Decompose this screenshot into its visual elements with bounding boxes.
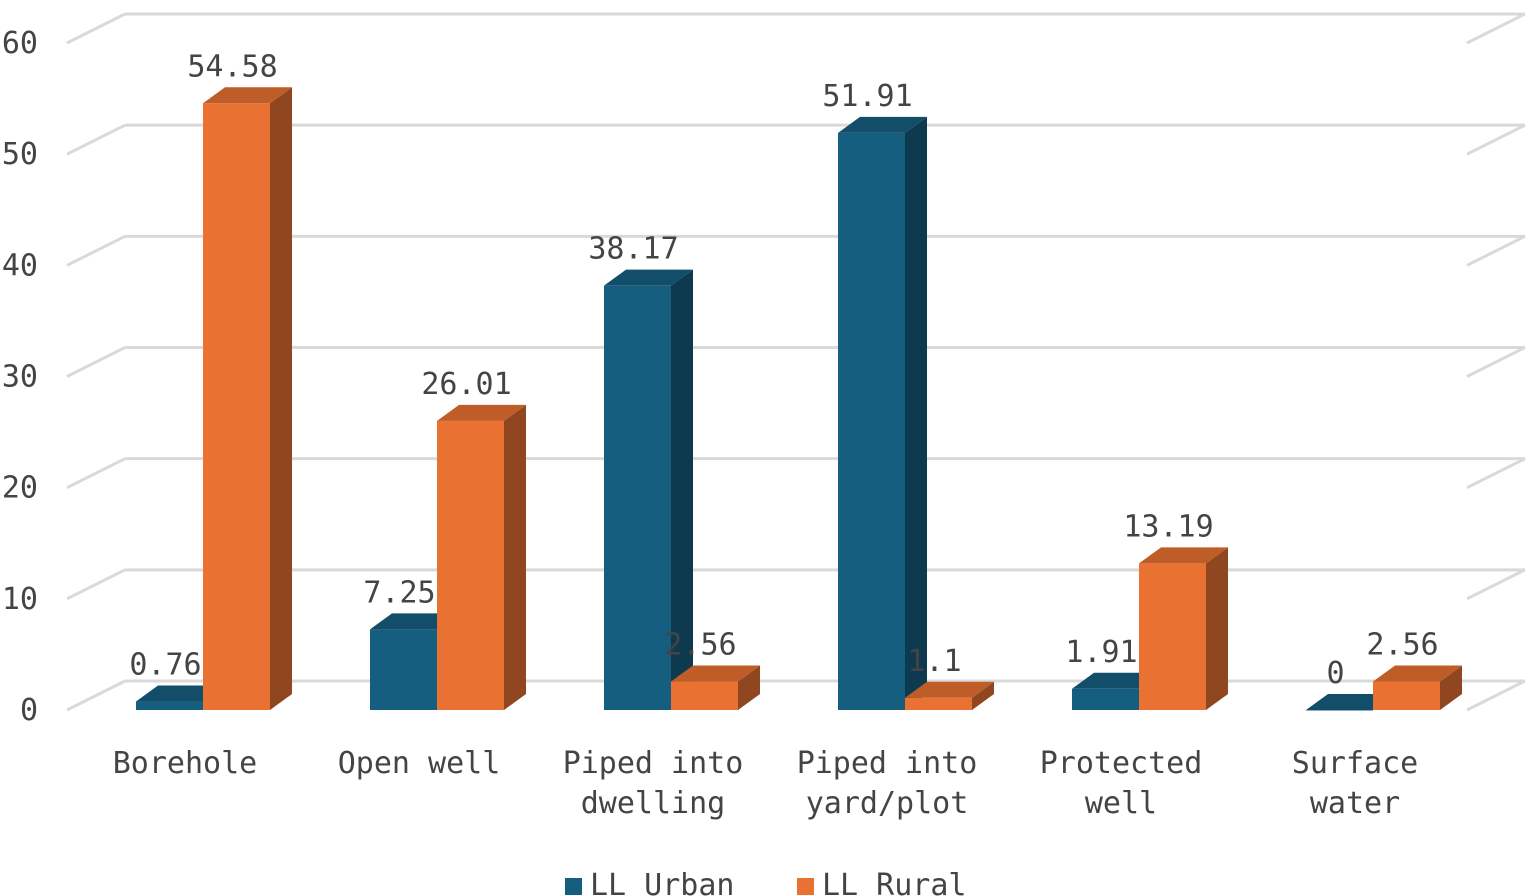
legend-label: LL Rural: [822, 868, 967, 896]
gridline-diagonal: [66, 346, 126, 378]
bar-front: [905, 697, 972, 710]
bar-side: [671, 269, 693, 710]
bar-rural-3: [905, 681, 994, 710]
bar-top: [1306, 694, 1395, 710]
bar-rural-5: [1373, 665, 1462, 710]
bar-front: [1072, 688, 1139, 710]
data-label: 0.76: [129, 648, 201, 683]
bar-side: [905, 116, 927, 710]
gridline-diagonal: [66, 12, 126, 45]
x-category-label: well: [1085, 786, 1157, 821]
data-label: 7.25: [363, 575, 435, 610]
bar-side: [504, 404, 526, 710]
bar-front: [437, 420, 504, 710]
x-category-label: Protected: [1040, 746, 1203, 781]
data-label: 1.1: [907, 644, 961, 679]
bar-top: [437, 404, 526, 421]
bar-top: [604, 269, 693, 286]
legend-swatch: [797, 878, 814, 895]
bar-side: [972, 681, 994, 710]
bar-rural-0: [203, 87, 292, 711]
gridline-right: [1466, 234, 1526, 267]
x-category-label: Surface: [1292, 746, 1418, 781]
bar-urban-3: [838, 116, 927, 710]
x-category-label: water: [1310, 786, 1400, 821]
bar-top: [1139, 547, 1228, 564]
gridline-right: [1466, 568, 1526, 601]
x-category-label: Open well: [338, 746, 501, 781]
y-tick-label: 60: [2, 26, 38, 61]
legend: LL Urban LL Rural: [565, 868, 967, 896]
bar-rural-4: [1139, 547, 1228, 710]
bar-front: [1139, 563, 1206, 710]
bar-side: [1440, 665, 1462, 710]
bar-front: [604, 285, 671, 710]
gridline-right: [1466, 12, 1526, 45]
bar-top: [905, 681, 994, 698]
bar-top: [136, 685, 225, 702]
bar-top: [671, 665, 760, 682]
bar-front: [1373, 681, 1440, 710]
data-label: 1.91: [1065, 635, 1137, 670]
bar-rural-1: [437, 404, 526, 710]
gridline-right: [1466, 346, 1526, 378]
bar-top: [370, 613, 459, 630]
bar-front: [1306, 710, 1373, 711]
bar-side: [1206, 547, 1228, 710]
gridline-diagonal: [66, 123, 126, 156]
x-category-label: Borehole: [113, 746, 258, 781]
gridline-diagonal: [66, 568, 126, 601]
data-label: 54.58: [187, 49, 277, 84]
x-category-label: Piped into: [563, 746, 744, 781]
y-tick-label: 50: [2, 137, 38, 172]
bar-front: [370, 629, 437, 710]
x-category-label: yard/plot: [806, 786, 969, 821]
bar-top: [838, 116, 927, 133]
data-label: 2.56: [664, 628, 736, 663]
data-label: 26.01: [421, 367, 511, 402]
bar-urban-2: [604, 269, 693, 710]
data-label: 13.19: [1123, 509, 1213, 544]
x-category-label: dwelling: [581, 786, 726, 821]
data-label: 51.91: [822, 79, 912, 114]
bar-top: [1373, 665, 1462, 682]
y-tick-label: 0: [20, 693, 38, 728]
legend-label: LL Urban: [590, 868, 735, 896]
y-tick-label: 30: [2, 360, 38, 395]
data-label: 0: [1326, 656, 1344, 691]
bar-front: [671, 681, 738, 710]
y-tick-label: 20: [2, 471, 38, 506]
bar-top: [1072, 672, 1161, 689]
bar-urban-5: [1306, 694, 1395, 711]
bar-side: [738, 665, 760, 710]
data-label: 2.56: [1366, 628, 1438, 663]
bar-front: [203, 103, 270, 711]
data-label: 38.17: [588, 232, 678, 267]
x-category-label: Piped into: [797, 746, 978, 781]
bar-side: [270, 87, 292, 711]
gridline-diagonal: [66, 234, 126, 267]
gridline-right: [1466, 123, 1526, 156]
gridline-right: [1466, 679, 1526, 712]
bar-front: [838, 132, 905, 710]
bar-top: [203, 87, 292, 104]
x-axis-categories: Borehole Open well Piped into dwelling Piped…: [113, 746, 1418, 821]
y-tick-label: 10: [2, 582, 38, 617]
gridline-diagonal: [66, 679, 126, 712]
legend-swatch: [565, 878, 582, 895]
gridline-right: [1466, 457, 1526, 490]
bar-rural-2: [671, 665, 760, 710]
y-axis-ticks: 0 10 20 30 40 50 60: [2, 26, 38, 728]
bars: [136, 87, 1462, 711]
bar-front: [136, 701, 203, 710]
data-labels: 0.76 54.58 7.25 26.01 38.17 2.56 51.91 1.1 1.91 1…: [129, 49, 1438, 691]
y-tick-label: 40: [2, 248, 38, 283]
gridline-diagonal: [66, 457, 126, 490]
gridlines: [66, 12, 1526, 712]
